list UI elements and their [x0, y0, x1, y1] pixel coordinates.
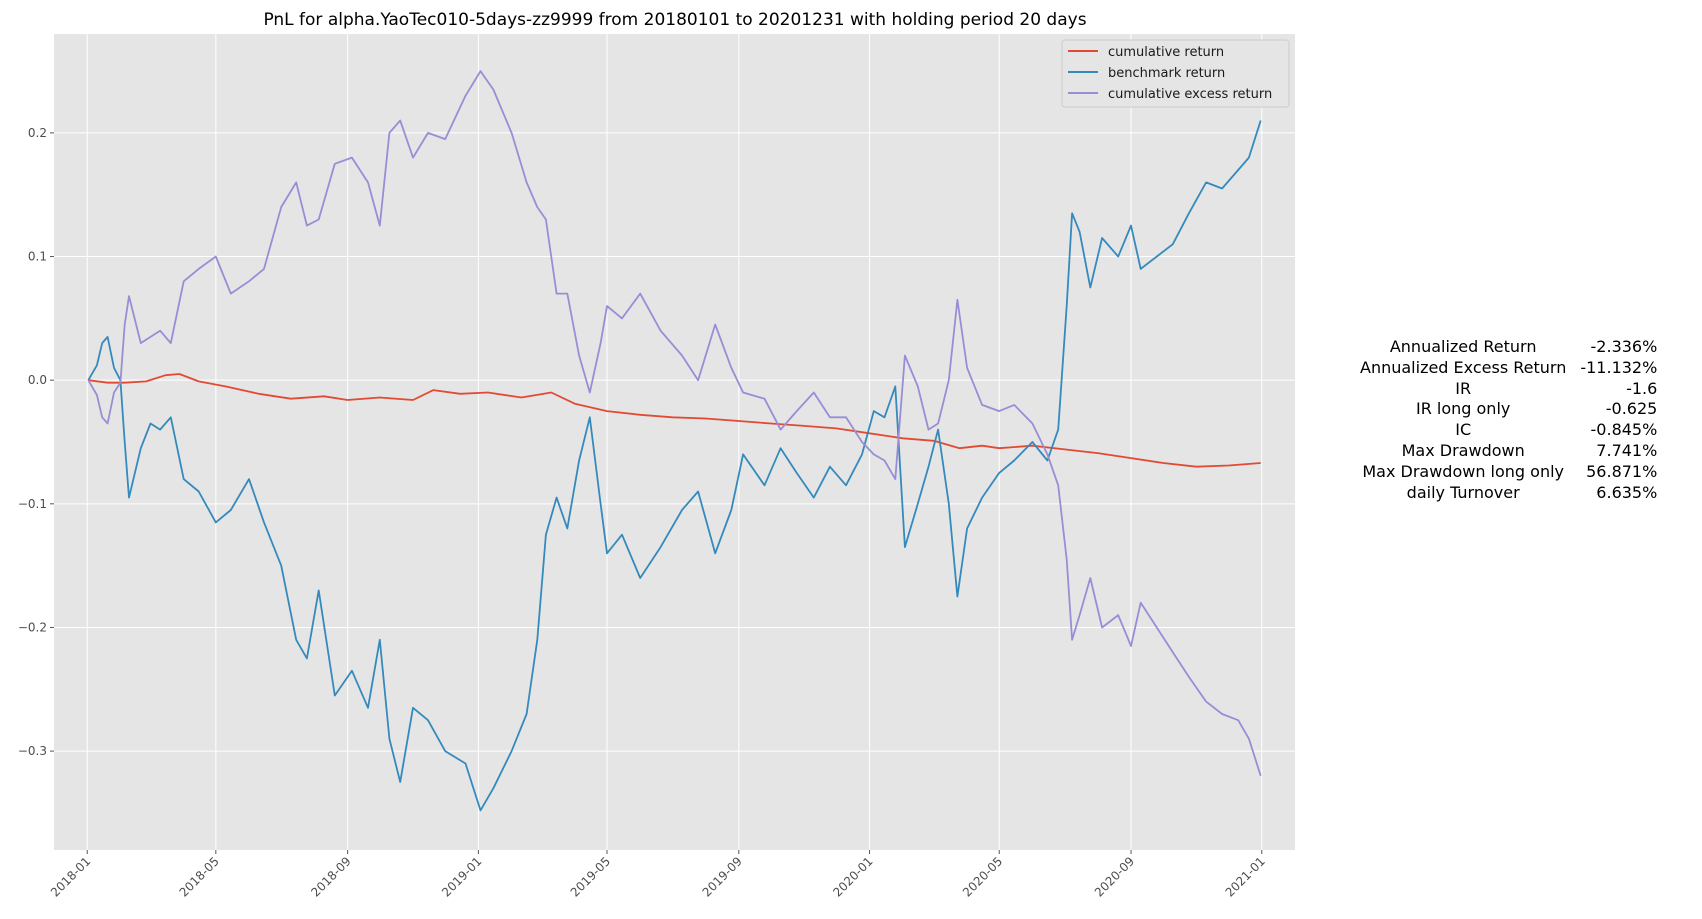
- stats-label: IC: [1455, 420, 1472, 440]
- stats-label: IR: [1455, 378, 1472, 398]
- legend-box: [1061, 39, 1290, 108]
- x-tick-label: 2020-09: [1092, 854, 1137, 899]
- stats-value: -0.625: [1605, 399, 1658, 419]
- stats-value: 7.741%: [1596, 440, 1658, 460]
- stats-row: Max Drawdown 7.741%: [1360, 440, 1658, 462]
- x-tick-label: 2020-05: [960, 854, 1005, 899]
- y-tick-label: −0.1: [18, 497, 47, 511]
- stats-table: Annualized Return -2.336% Annualized Exc…: [1360, 337, 1657, 503]
- chart-title: PnL for alpha.YaoTec010-5days-zz9999 fro…: [263, 10, 1086, 30]
- stats-value: -11.132%: [1580, 357, 1658, 377]
- plot-area: [54, 34, 1295, 850]
- stats-row: daily Turnover 6.635%: [1360, 482, 1658, 504]
- stats-label: Annualized Excess Return: [1360, 357, 1567, 377]
- x-tick-label: 2019-09: [700, 854, 745, 899]
- x-axis-ticks: 2018-01 2018-05 2018-09 2019-01 2019-05 2019-…: [48, 850, 1268, 900]
- legend-label: cumulative return: [1108, 45, 1224, 60]
- stats-value: -1.6: [1626, 378, 1658, 398]
- stats-label: Max Drawdown: [1401, 440, 1525, 460]
- stats-label: IR long only: [1415, 399, 1511, 419]
- stats-value: 56.871%: [1586, 461, 1658, 481]
- stats-label: Max Drawdown long only: [1362, 461, 1564, 481]
- x-tick-label: 2020-01: [830, 854, 875, 899]
- stats-value: -2.336%: [1590, 337, 1658, 356]
- x-tick-label: 2018-01: [48, 854, 93, 899]
- stats-row: IR long only -0.625: [1360, 399, 1657, 420]
- stats-label: daily Turnover: [1406, 482, 1520, 502]
- stats-row: Annualized Excess Return -11.132%: [1360, 358, 1657, 379]
- stats-label: Annualized Return: [1389, 337, 1537, 356]
- stats-row: Max Drawdown long only 56.871%: [1360, 462, 1657, 483]
- y-tick-label: 0.1: [28, 250, 47, 264]
- series-lines: [87, 70, 1262, 812]
- stats-row: IC -0.845%: [1360, 420, 1657, 441]
- stats-row: Annualized Return -2.336%: [1360, 337, 1657, 358]
- legend-label: cumulative excess return: [1108, 87, 1272, 102]
- legend: cumulative return benchmark return cumulat…: [1061, 39, 1290, 108]
- legend-label: benchmark return: [1108, 66, 1225, 81]
- series-line-benchmark-return: [87, 120, 1262, 812]
- x-tick-label: 2018-05: [177, 854, 222, 899]
- y-tick-label: 0.0: [28, 373, 47, 387]
- series-line-cumulative-excess-return: [87, 70, 1262, 777]
- x-tick-label: 2021-01: [1223, 854, 1268, 899]
- x-tick-label: 2019-01: [439, 854, 484, 899]
- y-tick-label: 0.2: [28, 126, 47, 140]
- grid-lines: [54, 34, 1295, 850]
- x-tick-label: 2019-05: [568, 854, 613, 899]
- x-tick-label: 2018-09: [308, 854, 353, 899]
- y-tick-label: −0.2: [18, 620, 47, 634]
- stats-value: -0.845%: [1590, 420, 1658, 440]
- stats-row: IR -1.6: [1360, 379, 1657, 400]
- y-tick-label: −0.3: [18, 744, 47, 758]
- series-line-cumulative-return: [88, 373, 1261, 468]
- stats-value: 6.635%: [1596, 482, 1658, 502]
- y-axis-ticks: 0.2 0.1 0.0 −0.1 −0.2 −0.3: [18, 126, 54, 758]
